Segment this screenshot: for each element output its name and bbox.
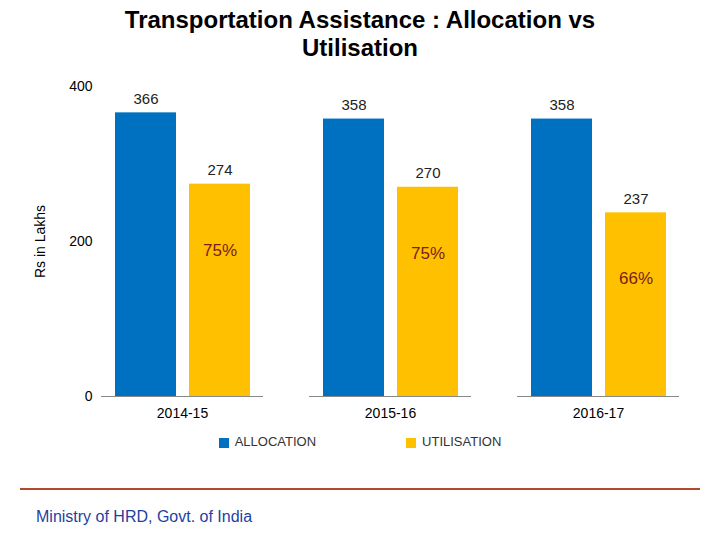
html-text:UTILISATION: UTILISATION bbox=[422, 434, 502, 449]
html-text:ALLOCATION: ALLOCATION bbox=[234, 434, 317, 449]
svg-text:75%: 75% bbox=[203, 241, 237, 260]
svg-text:75%: 75% bbox=[411, 244, 445, 263]
svg-text:237: 237 bbox=[623, 190, 648, 207]
svg-text:Rs in Lakhs: Rs in Lakhs bbox=[32, 205, 48, 278]
svg-text:358: 358 bbox=[341, 96, 366, 113]
html-text:Transportation Assistance : Al: Transportation Assistance : Allocation v… bbox=[124, 6, 596, 61]
svg-text:358: 358 bbox=[549, 96, 574, 113]
svg-text:200: 200 bbox=[69, 233, 93, 249]
svg-text:2015-16: 2015-16 bbox=[365, 405, 417, 421]
svg-text:0: 0 bbox=[85, 388, 93, 404]
svg-text:2014-15: 2014-15 bbox=[157, 405, 209, 421]
svg-text:66%: 66% bbox=[619, 269, 653, 288]
html-text:Ministry of HRD, Govt. of Indi: Ministry of HRD, Govt. of India bbox=[36, 508, 253, 525]
svg-text:366: 366 bbox=[133, 90, 158, 107]
svg-text:274: 274 bbox=[207, 161, 232, 178]
svg-text:270: 270 bbox=[415, 164, 440, 181]
svg-text:2016-17: 2016-17 bbox=[573, 405, 625, 421]
svg-text:400: 400 bbox=[69, 78, 93, 94]
